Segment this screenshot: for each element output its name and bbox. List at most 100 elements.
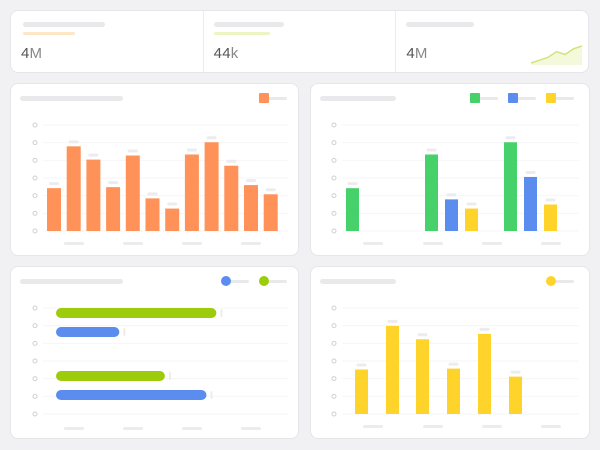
kpi-title-placeholder [213,22,284,27]
x-tick-label-placeholder [241,242,261,245]
legend-label-placeholder [554,280,574,283]
x-tick-label-placeholder [482,425,502,428]
kpi-card-1[interactable]: 4M [11,11,204,72]
axis-tick-marker [331,305,337,311]
bar-value-placeholder [510,370,521,374]
axis-tick-marker [32,157,38,163]
bar-value-placeholder [417,333,428,337]
bar-value-placeholder [525,170,536,174]
bar-value-placeholder [108,181,119,185]
chart-card-orange-bars [10,83,299,256]
bar-value-placeholder [226,159,237,163]
bar [224,165,239,231]
kpi-value: 44k [213,45,239,62]
bar-value-placeholder [265,188,276,192]
x-tick-label-placeholder [363,425,383,428]
axis-tick-marker [32,358,38,364]
bar [465,208,478,231]
bar-value-placeholder [505,136,516,140]
bar-value-placeholder [147,192,158,196]
bar [125,155,140,231]
x-tick-label-placeholder [64,427,84,430]
bar [145,198,160,231]
bar-value-placeholder [356,363,367,367]
axis-tick-marker [32,323,38,329]
bar [56,371,165,381]
bar [425,154,438,231]
bar [56,327,120,337]
legend-label-placeholder [554,97,574,100]
legend-swatch [470,93,480,103]
kpi-card-2[interactable]: 44k [204,11,397,72]
bar [544,204,557,231]
kpi-card-3[interactable]: 4M [396,11,588,72]
bar [66,146,81,231]
kpi-title-placeholder [23,22,105,27]
card-title-placeholder [20,96,123,101]
bar [478,333,491,414]
x-tick-label-placeholder [541,242,561,245]
axis-tick-marker [32,210,38,216]
bar-value-placeholder [123,328,126,336]
bar-value-placeholder [186,148,197,152]
axis-tick-marker [32,175,38,181]
kpi-value: 4M [21,45,43,62]
x-tick-label-placeholder [541,425,561,428]
bar-value-placeholder [49,182,59,186]
bar-value-placeholder [127,149,138,153]
axis-tick-marker [331,376,337,382]
axis-tick-marker [331,411,337,417]
bar [445,199,458,231]
bar-value-placeholder [88,153,99,157]
bar-value-placeholder [347,182,358,186]
axis-tick-marker [331,228,337,234]
kpi-accent-line [23,32,75,35]
chart-horizontal-bars [32,276,288,430]
x-tick-label-placeholder [182,242,202,245]
axis-tick-marker [32,228,38,234]
axis-tick-marker [331,323,337,329]
bar-value-placeholder [466,202,477,206]
bar-value-placeholder [387,319,398,323]
bar-value-placeholder [167,202,178,206]
bar [447,368,460,414]
axis-tick-marker [32,140,38,146]
bar-value-placeholder [168,372,171,380]
legend-swatch [508,93,518,103]
bar [106,187,121,231]
axis-tick-marker [32,393,38,399]
x-tick-label-placeholder [423,425,443,428]
x-tick-label-placeholder [241,427,261,430]
card-title-placeholder [320,96,396,101]
kpi-accent-line [213,32,270,35]
kpi-strip: 4M 44k 4M [10,10,589,73]
bar [244,185,258,231]
chart-grouped-bars [331,93,579,245]
chart-card-horizontal-bars [10,266,299,439]
bar-value-placeholder [206,136,217,140]
x-tick-label-placeholder [123,242,143,245]
bar [346,188,359,231]
x-tick-label-placeholder [182,427,202,430]
bar [204,142,219,231]
legend-swatch [259,276,269,286]
chart-card-grouped-bars [310,83,590,256]
legend-label-placeholder [267,280,287,283]
chart-card-yellow-bars [310,266,590,439]
bar-value-placeholder [68,140,79,144]
x-tick-label-placeholder [64,242,84,245]
bar-value-placeholder [246,179,256,183]
sparkline-area [531,46,583,65]
axis-tick-marker [331,358,337,364]
bar [504,142,517,231]
axis-tick-marker [331,393,337,399]
bar-value-placeholder [446,193,457,197]
bar-value-placeholder [448,362,459,366]
chart-yellow-bars [331,276,579,428]
x-tick-label-placeholder [123,427,143,430]
card-title-placeholder [320,279,396,284]
bar-value-placeholder [479,327,490,331]
bar-value-placeholder [545,198,556,202]
card-title-placeholder [20,279,123,284]
kpi-value: 4M [406,45,428,62]
